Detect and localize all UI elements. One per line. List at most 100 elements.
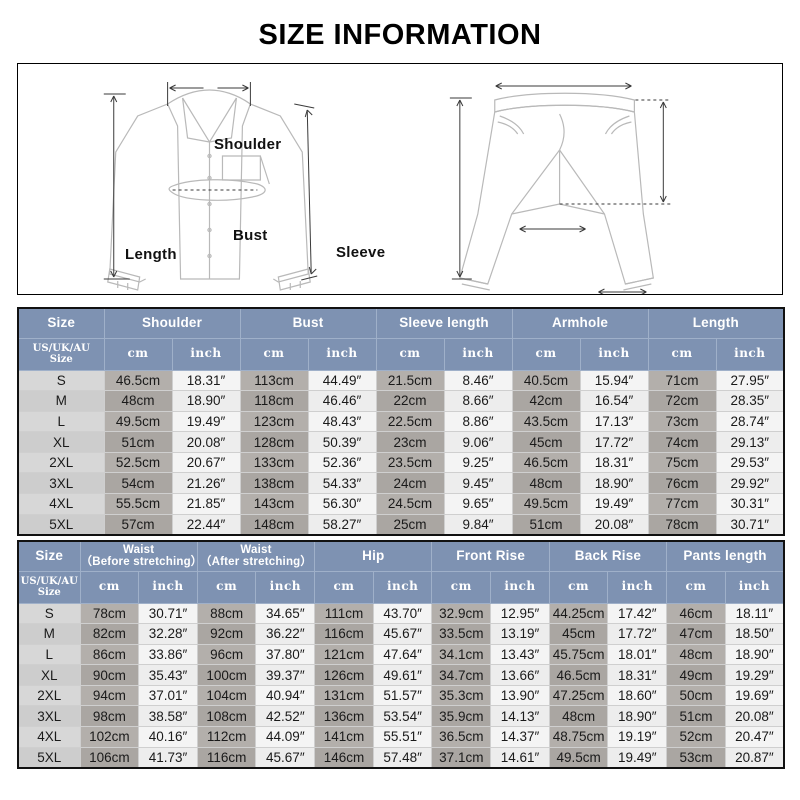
cell-inch: 17.42″ [607, 602, 668, 625]
cell-inch: 52.36″ [307, 451, 377, 474]
cell-cm: 22.5cm [375, 410, 445, 433]
col-subheader-unit: inch [255, 570, 316, 604]
cell-inch: 9.65″ [443, 493, 513, 515]
col-header-group: Length [647, 307, 785, 339]
cell-size: XL [17, 664, 81, 686]
col-subheader-size: US/UK/AU Size [17, 337, 105, 371]
shirt-table-row: M 48cm 18.90″ 118cm 46.46″ 22cm 8.66″ 42cm 16.54… [17, 390, 785, 412]
cell-cm: 45cm [511, 431, 581, 453]
cell-inch: 9.06″ [443, 431, 513, 453]
cell-inch: 47.64″ [372, 643, 433, 666]
cell-cm: 51cm [666, 705, 726, 728]
cell-inch: 12.95″ [490, 602, 550, 625]
pants-diagram: WAIST RISE OUTSEAM THIGH LEG OPENING [400, 64, 782, 294]
cell-inch: 8.86″ [443, 410, 513, 433]
cell-inch: 57.48″ [372, 746, 433, 769]
cell-inch: 21.85″ [171, 493, 241, 515]
shirt-table-row: 2XL 52.5cm 20.67″ 133cm 52.36″ 23.5cm 9.25″ 46.… [17, 451, 785, 474]
cell-inch: 13.90″ [490, 684, 550, 707]
col-header-group: Sleeve length [375, 307, 513, 339]
cell-size: 2XL [17, 451, 105, 474]
cell-inch: 20.67″ [171, 451, 241, 474]
cell-inch: 37.01″ [138, 684, 198, 707]
cell-cm: 44.25cm [548, 602, 609, 625]
cell-cm: 94cm [79, 684, 140, 707]
cell-cm: 34.7cm [431, 664, 492, 686]
cell-inch: 20.08″ [724, 705, 785, 728]
cell-inch: 19.49″ [607, 746, 668, 769]
cell-cm: 86cm [79, 643, 140, 666]
cell-cm: 52.5cm [103, 451, 173, 474]
cell-cm: 78cm [647, 513, 717, 536]
cell-cm: 126cm [314, 664, 374, 686]
shirt-label-sleeve: Sleeve [336, 244, 386, 261]
cell-cm: 113cm [239, 369, 309, 392]
cell-cm: 46.5cm [548, 664, 609, 686]
col-header-group: Armhole [511, 307, 649, 339]
cell-inch: 49.61″ [372, 664, 433, 686]
cell-inch: 45.67″ [372, 623, 433, 645]
cell-cm: 88cm [196, 602, 257, 625]
cell-inch: 58.27″ [307, 513, 377, 536]
illustration-panel: Shoulder Bust Length Sleeve [17, 63, 783, 295]
cell-cm: 35.3cm [431, 684, 492, 707]
cell-cm: 138cm [239, 472, 309, 495]
cell-inch: 18.50″ [724, 623, 785, 645]
cell-inch: 18.60″ [607, 684, 668, 707]
cell-inch: 40.16″ [138, 726, 198, 748]
col-subheader-unit: cm [666, 570, 726, 604]
cell-size: M [17, 390, 105, 412]
pants-table-row: 2XL 94cm 37.01″ 104cm 40.94″ 131cm 51.57″ 35.3c… [17, 684, 785, 707]
cell-inch: 45.67″ [255, 746, 316, 769]
col-subheader-unit: cm [79, 570, 140, 604]
col-header-group: Waist （After stretching） [196, 540, 316, 572]
col-header-group: Back Rise [548, 540, 668, 572]
cell-cm: 34.1cm [431, 643, 492, 666]
col-subheader-unit: inch [724, 570, 785, 604]
col-subheader-unit: cm [314, 570, 374, 604]
shirt-diagram: Shoulder Bust Length Sleeve [18, 64, 400, 294]
cell-inch: 16.54″ [579, 390, 649, 412]
cell-cm: 48cm [103, 390, 173, 412]
cell-inch: 33.86″ [138, 643, 198, 666]
cell-size: S [17, 369, 105, 392]
col-subheader-unit: cm [548, 570, 609, 604]
col-subheader-unit: inch [490, 570, 550, 604]
shirt-size-table: Size Shoulder Bust Sleeve length Armhole Leng… [17, 307, 786, 536]
cell-cm: 49.5cm [548, 746, 609, 769]
cell-inch: 40.94″ [255, 684, 316, 707]
col-header-group: Bust [239, 307, 377, 339]
cell-cm: 77cm [647, 493, 717, 515]
col-subheader-unit: cm [239, 337, 309, 371]
cell-inch: 56.30″ [307, 493, 377, 515]
cell-cm: 46.5cm [103, 369, 173, 392]
cell-inch: 14.13″ [490, 705, 550, 728]
pants-size-table: Size Waist （Before stretching） Waist （After … [17, 540, 785, 769]
cell-cm: 23.5cm [375, 451, 445, 474]
cell-size: 3XL [17, 472, 105, 495]
col-subheader-unit: cm [196, 570, 257, 604]
cell-cm: 49cm [666, 664, 726, 686]
cell-cm: 49.5cm [511, 493, 581, 515]
cell-inch: 55.51″ [372, 726, 433, 748]
cell-cm: 36.5cm [431, 726, 492, 748]
cell-cm: 55.5cm [103, 493, 173, 515]
shirt-label-length: Length [125, 246, 177, 263]
cell-size: XL [17, 431, 105, 453]
cell-inch: 35.43″ [138, 664, 198, 686]
cell-size: 4XL [17, 493, 105, 515]
cell-inch: 18.11″ [724, 602, 785, 625]
col-header-size: Size [17, 307, 105, 339]
cell-inch: 28.35″ [715, 390, 785, 412]
col-header-group: Waist （Before stretching） [79, 540, 202, 572]
col-subheader-unit: cm [647, 337, 717, 371]
cell-inch: 20.08″ [171, 431, 241, 453]
cell-inch: 54.33″ [307, 472, 377, 495]
cell-inch: 18.90″ [724, 643, 785, 666]
cell-cm: 51cm [103, 431, 173, 453]
cell-cm: 98cm [79, 705, 140, 728]
shirt-drawing [103, 82, 318, 291]
cell-inch: 30.31″ [715, 493, 785, 515]
cell-cm: 102cm [79, 726, 140, 748]
